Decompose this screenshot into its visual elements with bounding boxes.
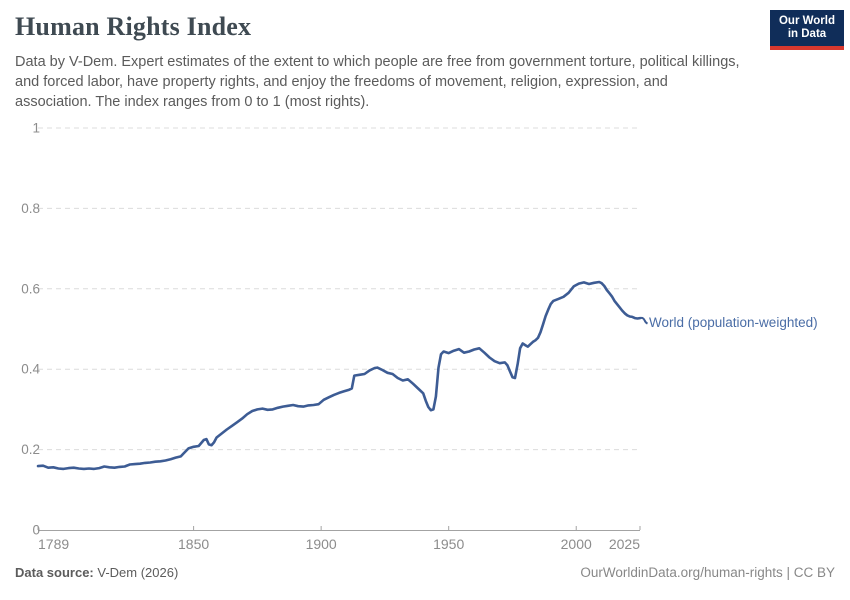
x-tick-label: 1789 (38, 536, 69, 552)
license-credit-link[interactable]: OurWorldinData.org/human-rights | CC BY (580, 565, 835, 580)
data-source-label: Data source: (15, 565, 94, 580)
x-tick-label: 2025 (609, 536, 640, 552)
data-source-value: V-Dem (2026) (93, 565, 179, 580)
series-label: World (population-weighted) (649, 315, 818, 330)
owid-logo-line2: in Data (787, 28, 827, 40)
owid-logo[interactable]: Our World in Data (770, 10, 844, 50)
owid-logo-line1: Our World (778, 15, 835, 27)
x-tick-label: 2000 (561, 536, 592, 552)
y-tick-label: 0.8 (21, 201, 40, 216)
x-tick-label: 1950 (433, 536, 464, 552)
data-source-note: Data source: V-Dem (2026) (15, 565, 178, 580)
series-line-world[interactable] (36, 280, 642, 471)
page-title: Human Rights Index (15, 12, 252, 41)
y-tick-label: 0.2 (21, 442, 40, 457)
x-tick-label: 1900 (306, 536, 337, 552)
x-tick-label: 1850 (178, 536, 209, 552)
y-tick-label: 1 (32, 121, 40, 136)
series-end-hook (639, 316, 648, 325)
chart-subtitle: Data by V-Dem. Expert estimates of the e… (15, 54, 740, 110)
y-tick-label: 0 (32, 523, 40, 538)
y-tick-label: 0.4 (21, 362, 40, 377)
footer: Data source: V-Dem (2026) OurWorldinData… (15, 565, 835, 580)
y-tick-label: 0.6 (21, 281, 40, 296)
